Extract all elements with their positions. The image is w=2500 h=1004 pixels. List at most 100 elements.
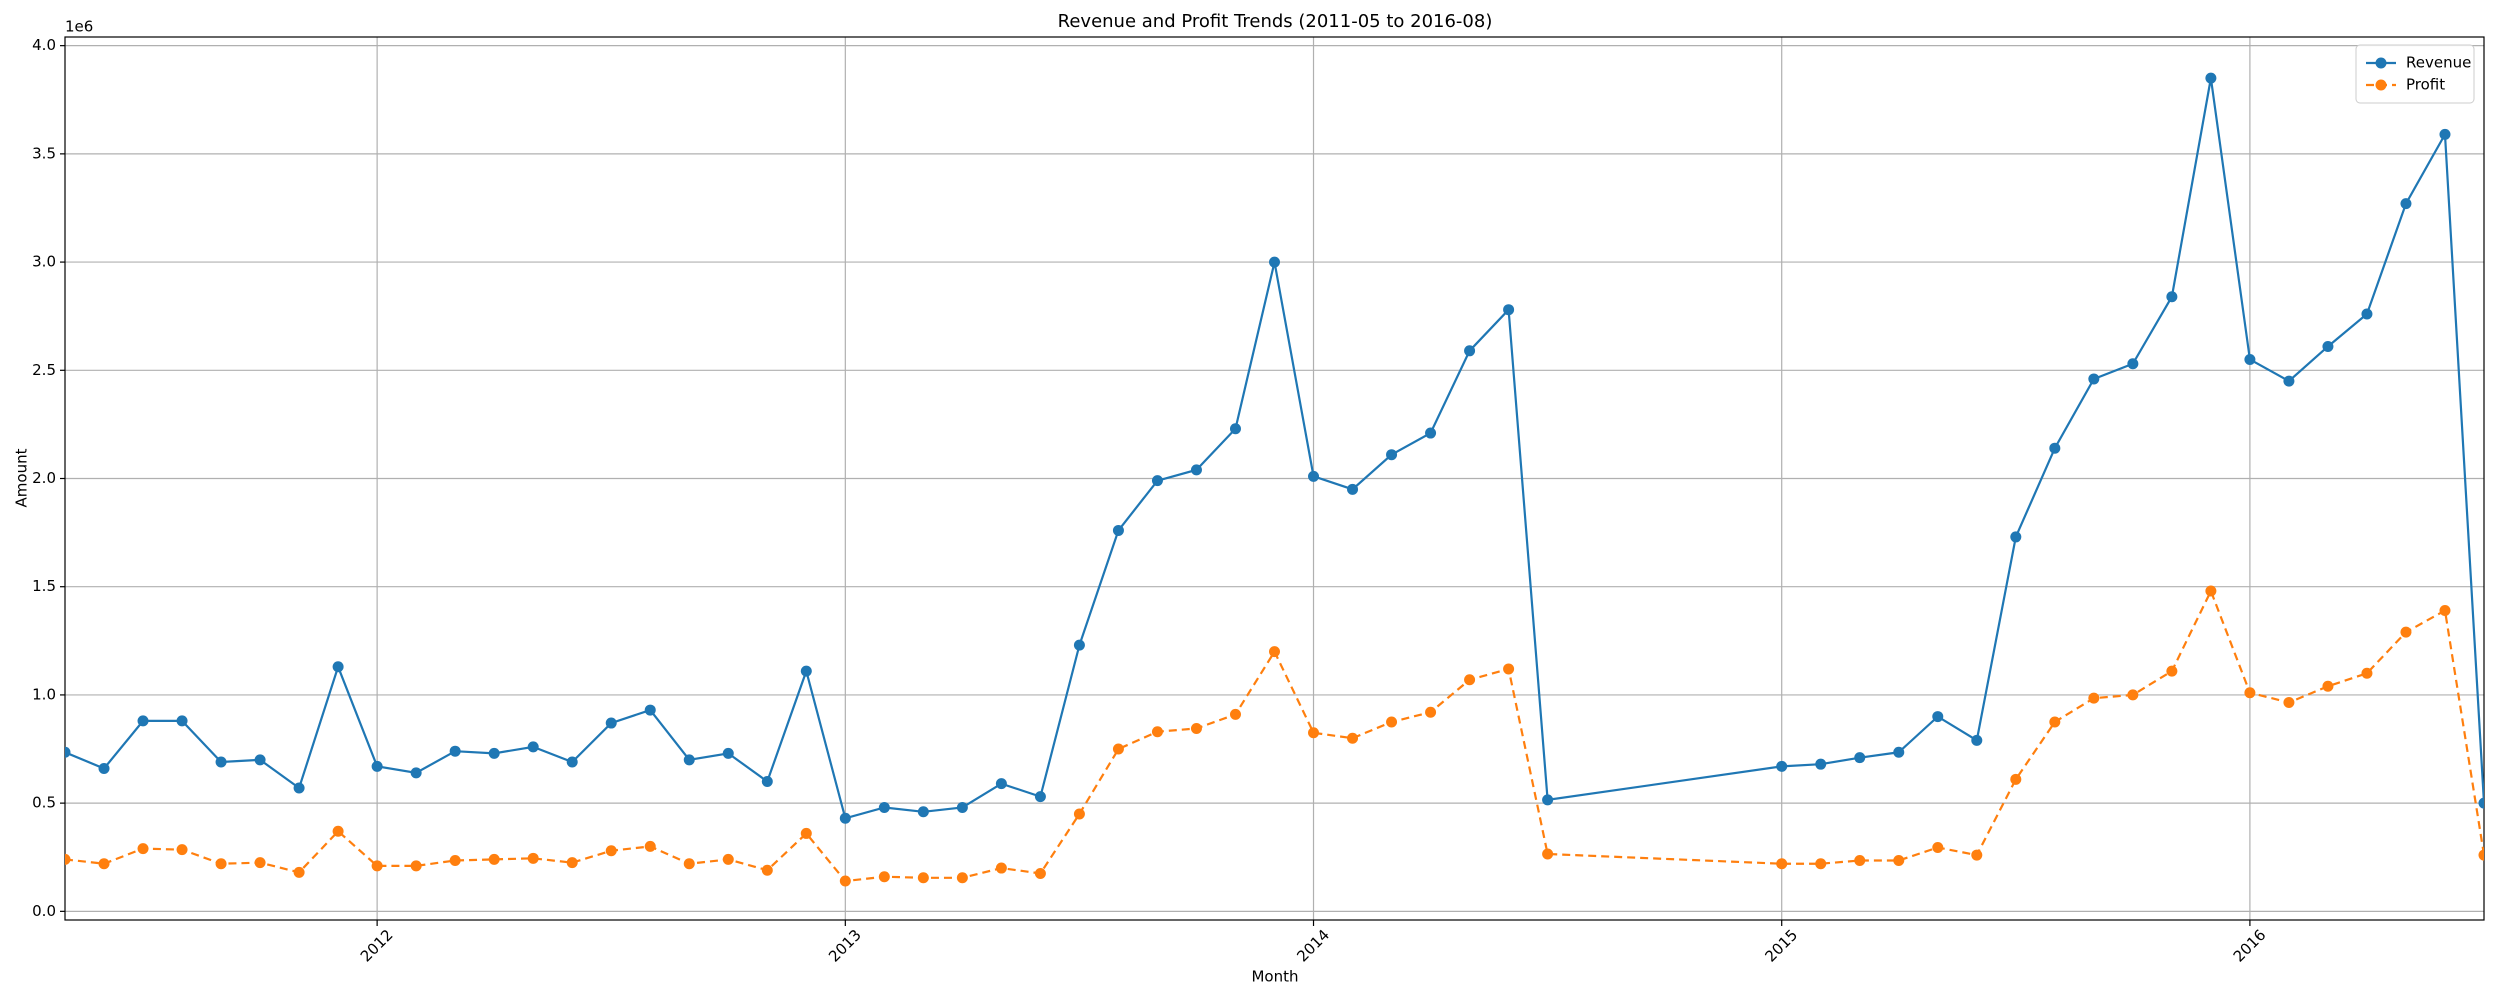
data-point [917,806,929,818]
data-point [488,853,500,865]
data-point [644,840,656,852]
data-point [1112,743,1124,755]
data-point [2361,667,2373,679]
data-point [410,860,422,872]
data-point [1503,304,1515,316]
legend-marker [2375,57,2387,69]
y-tick-label: 3.0 [32,253,56,271]
data-point [1190,722,1202,734]
data-point [98,858,110,870]
data-point [1347,483,1359,495]
data-point [176,715,188,727]
data-point [1073,639,1085,651]
data-point [2205,585,2217,597]
data-point [215,858,227,870]
data-point [2322,340,2334,352]
data-point [65,746,71,758]
data-point [1464,674,1476,686]
data-point [1347,732,1359,744]
data-point [2283,696,2295,708]
data-point [254,857,266,869]
y-offset-label: 1e6 [65,18,93,36]
data-point [449,854,461,866]
data-point [137,715,149,727]
data-point [2361,308,2373,320]
data-point [683,858,695,870]
data-point [1269,256,1280,268]
data-point [1073,808,1085,820]
data-point [65,853,71,865]
data-point [956,872,968,884]
data-point [878,801,890,813]
data-point [2439,605,2451,617]
data-point [1425,706,1437,718]
data-point [995,778,1007,790]
data-point [761,864,773,876]
data-point [2166,665,2178,677]
data-point [293,782,305,794]
data-point [1190,464,1202,476]
data-point [1229,708,1241,720]
data-point [2478,849,2484,861]
data-point [995,862,1007,874]
data-point [254,754,266,766]
data-point [332,661,344,673]
data-point [2088,692,2100,704]
series-line [65,77,2484,820]
data-point [2400,198,2412,210]
y-tick-label: 1.0 [32,685,56,703]
data-point [2244,353,2256,365]
data-point [293,866,305,878]
data-point [566,756,578,768]
data-point [2283,375,2295,387]
data-point [605,717,617,729]
data-point [1308,470,1320,482]
data-point [1932,841,1944,853]
data-point [332,825,344,837]
data-point [215,756,227,768]
data-point [2439,128,2451,140]
data-point [605,845,617,857]
x-axis-label: Month [1251,968,1298,986]
data-point [1893,854,1905,866]
data-point [1503,663,1515,675]
data-point [1034,791,1046,803]
y-tick-label: 2.0 [32,469,56,487]
data-point [1386,449,1398,461]
data-point [1269,646,1280,658]
plot-area [65,72,2484,887]
legend-label: Profit [2406,76,2445,94]
data-point [1893,746,1905,758]
data-point [1151,475,1163,487]
data-point [2478,797,2484,809]
data-point [2322,680,2334,692]
data-point [1815,858,1827,870]
chart-title: Revenue and Profit Trends (2011-05 to 20… [1058,11,1493,32]
legend-marker [2375,79,2387,91]
y-tick-label: 2.5 [32,361,56,379]
data-point [761,775,773,787]
data-point [1034,867,1046,879]
data-point [2049,442,2061,454]
data-point [137,843,149,855]
data-point [1308,727,1320,739]
data-point [1854,752,1866,764]
data-point [1151,726,1163,738]
data-point [1542,794,1554,806]
data-point [1854,854,1866,866]
data-point [839,875,851,887]
data-point [2010,531,2022,543]
data-point [644,704,656,716]
data-point [722,747,734,759]
data-point [1425,427,1437,439]
data-point [1464,345,1476,357]
data-point [2010,773,2022,785]
data-point [1112,524,1124,536]
y-tick-label: 0.5 [32,794,56,812]
data-point [449,745,461,757]
data-point [917,872,929,884]
data-point [2166,291,2178,303]
y-tick-label: 3.5 [32,144,56,162]
y-tick-label: 1.5 [32,577,56,595]
